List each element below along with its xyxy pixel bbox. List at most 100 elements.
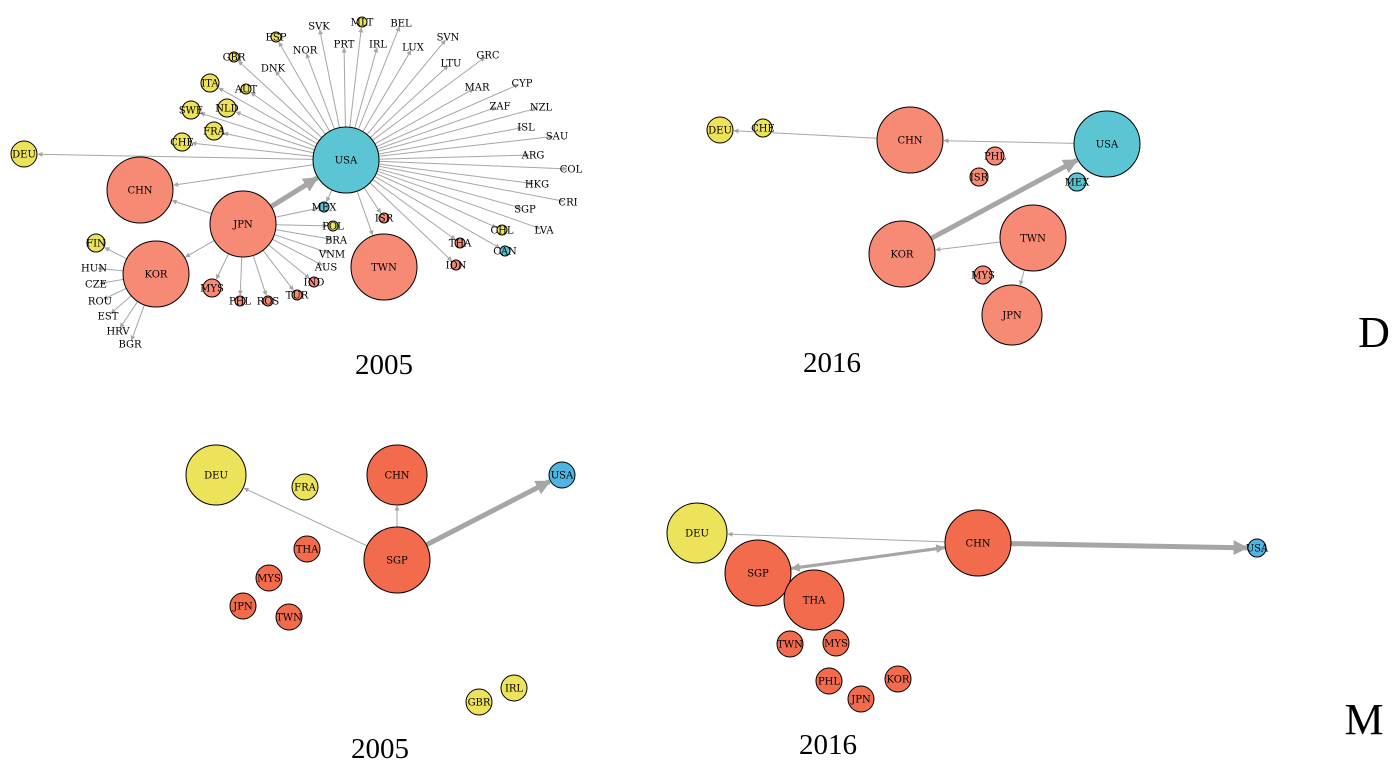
node-label-rou: ROU — [88, 297, 112, 308]
node-usa: USA — [1246, 538, 1269, 558]
node-label-pol: POL — [322, 222, 344, 233]
node-label-twn: TWN — [1020, 234, 1046, 245]
node-circle-usa — [1247, 538, 1267, 558]
node-deu: DEU — [666, 502, 728, 564]
edge-twn-jpn — [1018, 269, 1025, 286]
node-grc: GRC — [476, 51, 500, 62]
node-kor: KOR — [868, 220, 936, 288]
node-hkg: HKG — [525, 180, 549, 191]
edge-usa-chn — [173, 164, 314, 187]
edge-jpn-kor — [185, 240, 215, 258]
node-label-phl: PHL — [229, 297, 251, 308]
node-label-prt: PRT — [334, 40, 355, 51]
node-label-jpn: JPN — [850, 695, 871, 706]
node-circle-idn — [450, 259, 462, 271]
node-cyp: CYP — [512, 79, 533, 90]
node-label-aus: AUS — [314, 263, 338, 274]
node-label-gbr: GBR — [468, 698, 491, 709]
edge-usa-deu — [37, 151, 314, 160]
nodes-d-2005: USA DEU CHN JPN KOR TWN MYS PHL ISR THA IDN MEX CAN F… — [10, 16, 583, 351]
node-label-swe: SWE — [179, 106, 203, 117]
edge-usa-lva — [376, 170, 541, 230]
node-circle-chn — [944, 509, 1012, 577]
node-circle-twn — [776, 630, 804, 658]
node-circle-sgp — [724, 539, 792, 607]
edge-usa-grc — [372, 56, 486, 141]
node-mlt: MLT — [351, 16, 374, 29]
edge-kor-hrv — [119, 301, 139, 329]
node-label-grc: GRC — [476, 51, 500, 62]
node-label-isl: ISL — [517, 123, 535, 134]
node-label-tha: THA — [803, 596, 826, 607]
edge-usa-lux — [362, 50, 412, 132]
node-label-deu: DEU — [204, 471, 228, 482]
node-gbr: GBR — [465, 688, 493, 716]
node-label-sgp: SGP — [514, 205, 536, 216]
edge-usa-mlt — [349, 27, 364, 128]
node-label-mys: MYS — [257, 574, 281, 585]
node-label-usa: USA — [1096, 140, 1119, 151]
edge-usa-mar — [374, 88, 474, 145]
node-label-fra: FRA — [294, 483, 316, 494]
node-label-bra: BRA — [325, 236, 348, 247]
node-circle-usa — [1073, 110, 1141, 178]
node-circle-irl — [500, 674, 528, 702]
node-gbr: GBR — [223, 51, 246, 64]
edge-jpn-mex — [275, 206, 319, 218]
edges-d-2016 — [733, 128, 1079, 286]
node-label-kor: KOR — [887, 675, 910, 686]
node-label-tur: TUR — [286, 291, 309, 302]
node-label-chn: CHN — [897, 136, 922, 147]
node-mex: MEX — [1065, 172, 1090, 192]
node-twn: TWN — [776, 630, 804, 658]
edge-usa-tha — [372, 179, 456, 240]
node-circle-twn — [350, 233, 418, 301]
node-label-jpn: JPN — [232, 602, 253, 613]
edge-usa-zaf — [376, 106, 497, 150]
node-phl: PHL — [984, 146, 1006, 166]
node-circle-kor — [868, 220, 936, 288]
node-dnk: DNK — [261, 64, 286, 75]
edge-kor-fin — [104, 247, 127, 260]
node-usa: USA — [548, 461, 576, 489]
node-label-chl: CHL — [490, 226, 513, 237]
node-circle-phl — [234, 295, 246, 307]
node-circle-phl — [815, 667, 843, 695]
node-nld: NLD — [215, 98, 239, 118]
edge-jpn-ros — [252, 255, 268, 296]
edge-usa-sau — [378, 134, 554, 157]
node-label-phl: PHL — [984, 152, 1006, 163]
node-circle-ita — [200, 73, 220, 93]
node-label-ltu: LTU — [441, 59, 462, 70]
node-che: CHE — [170, 132, 194, 152]
node-label-jpn: JPN — [1001, 311, 1022, 322]
node-jpn: JPN — [847, 685, 875, 713]
edge-usa-nzl — [377, 106, 538, 152]
node-circle-isr — [378, 212, 390, 224]
node-est: EST — [98, 312, 119, 323]
node-label-can: CAN — [493, 247, 517, 258]
edge-usa-ltu — [369, 65, 449, 138]
node-tha: THA — [293, 535, 321, 563]
edge-usa-sgp — [377, 168, 522, 210]
edge-usa-irl — [354, 47, 379, 129]
edge-kor-est — [110, 295, 132, 314]
node-lux: LUX — [402, 43, 425, 54]
node-circle-sgp — [363, 526, 431, 594]
node-circle-gbr — [228, 51, 240, 63]
node-circle-esp — [270, 31, 282, 43]
node-rou: ROU — [88, 297, 112, 308]
node-label-esp: ESP — [266, 33, 287, 44]
edge-usa-cyp — [376, 84, 519, 148]
edge-usa-svn — [366, 39, 446, 135]
node-label-irl: IRL — [369, 40, 387, 51]
edge-jpn-mys — [215, 253, 230, 280]
node-label-sgp: SGP — [747, 569, 769, 580]
node-label-irl: IRL — [505, 684, 523, 695]
node-mys: MYS — [971, 265, 995, 285]
edge-sgp-deu — [243, 487, 368, 547]
edge-usa-aut — [250, 92, 320, 142]
node-ltu: LTU — [441, 59, 462, 70]
edges-d-2005 — [37, 26, 568, 341]
